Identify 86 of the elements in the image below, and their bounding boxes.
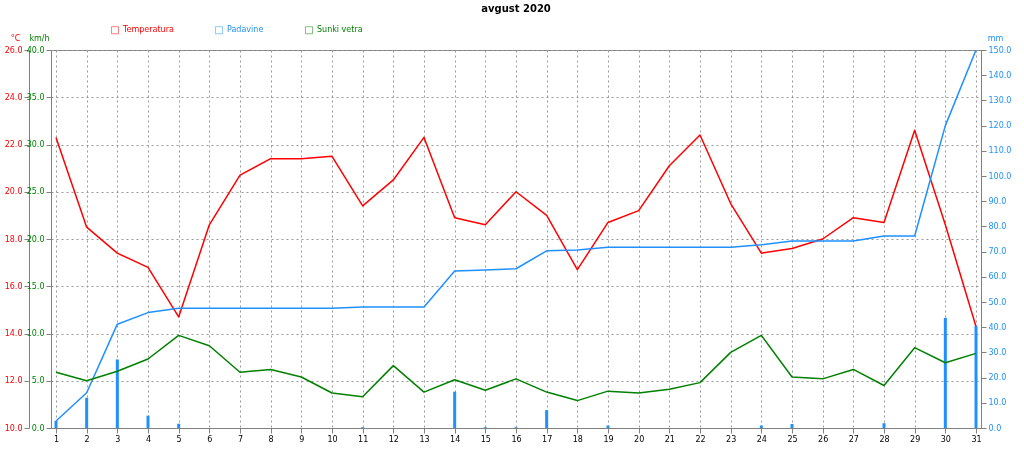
x-tick-label: 26 [818,434,829,444]
y-tick-label: 22.0 [4,140,23,149]
bar [943,317,947,428]
x-tick-label: 1 [53,434,60,444]
legend-label: Padavine [227,25,264,35]
x-tick-label: 20 [634,434,645,444]
y-tick-label: 10.0 [4,423,23,433]
y2-tick-label: 140.0 [988,70,1012,80]
x-tick-label: 13 [419,434,430,444]
bar [177,423,181,428]
legend-label: Temperatura [122,25,174,35]
y2-tick-label: 80.0 [988,221,1007,231]
x-tick-label: 10 [327,434,338,444]
y-tick-label: 20.0 [4,187,23,197]
y-tick-label: 14.0 [4,329,23,338]
y-axis-title: °C [10,33,21,43]
bar [790,423,794,428]
y3-tick-label: 10.0 [26,329,45,338]
y2-tick-label: 150.0 [988,45,1012,55]
bar [759,425,763,428]
y2-tick-label: 90.0 [988,196,1007,206]
y2-tick-label: 100.0 [988,171,1012,181]
bar [882,423,886,428]
y-tick-label: 16.0 [4,281,23,291]
x-tick-label: 29 [910,434,921,444]
bar [974,325,978,428]
x-tick-label: 21 [664,434,675,444]
chart-title: avgust 2020 [481,3,551,14]
x-tick-label: 30 [940,434,951,444]
bar [115,359,119,428]
y-tick-label: 12.0 [4,376,23,386]
y3-tick-label: 40.0 [26,45,45,55]
x-tick-label: 18 [572,434,583,444]
x-tick-label: 17 [542,434,553,444]
x-tick-label: 27 [848,434,859,444]
y-tick-label: 24.0 [4,92,23,102]
y2-tick-label: 30.0 [988,347,1007,357]
x-tick-label: 4 [145,434,152,444]
x-tick-label: 12 [388,434,399,444]
x-tick-label: 19 [603,434,614,444]
y2-tick-label: 0.0 [988,423,1002,433]
x-tick-label: 3 [115,434,121,444]
x-tick-label: 31 [971,434,982,444]
y2-tick-label: 20.0 [988,373,1007,383]
y2-tick-label: 120.0 [988,121,1012,131]
x-tick-label: 23 [726,434,737,444]
x-tick-label: 16 [511,434,522,444]
x-tick-label: 15 [480,434,491,444]
bar [85,397,89,428]
line-series [55,129,977,328]
y3-tick-label: 30.0 [26,140,45,149]
x-tick-label: 9 [299,434,305,444]
x-tick-label: 11 [358,434,369,444]
y2-tick-label: 40.0 [988,322,1007,332]
bar [146,415,150,428]
y2-tick-label: 70.0 [988,247,1007,257]
y2-axis-title: mm [987,33,1004,43]
x-tick-label: 22 [695,434,706,444]
y-tick-label: 26.0 [4,45,23,55]
x-tick-label: 5 [176,434,182,444]
y2-tick-label: 130.0 [988,95,1012,105]
y2-tick-label: 50.0 [988,297,1007,307]
x-tick-label: 7 [237,434,244,444]
x-tick-label: 28 [879,434,890,444]
y2-tick-label: 10.0 [988,398,1007,408]
x-tick-label: 8 [268,434,274,444]
y3-tick-label: 5.0 [31,376,45,386]
x-tick-label: 6 [207,434,213,444]
y3-tick-label: 0.0 [31,423,45,433]
line-series [55,334,977,402]
y3-tick-label: 20.0 [26,234,45,244]
y2-tick-label: 60.0 [988,272,1007,282]
y3-tick-label: 25.0 [26,187,45,197]
legend-label: Sunki vetra [317,25,363,35]
x-tick-label: 24 [756,434,767,444]
y3-tick-label: 15.0 [26,281,45,291]
x-tick-label: 2 [84,434,90,444]
y3-axis-title: km/h [29,33,50,43]
bar [545,410,549,428]
y3-tick-label: 35.0 [26,92,45,102]
x-tick-label: 14 [450,434,461,444]
y-tick-label: 18.0 [4,234,23,244]
x-tick-label: 25 [787,434,798,444]
bar [606,425,610,428]
y2-tick-label: 110.0 [988,146,1012,156]
bar [453,391,457,428]
